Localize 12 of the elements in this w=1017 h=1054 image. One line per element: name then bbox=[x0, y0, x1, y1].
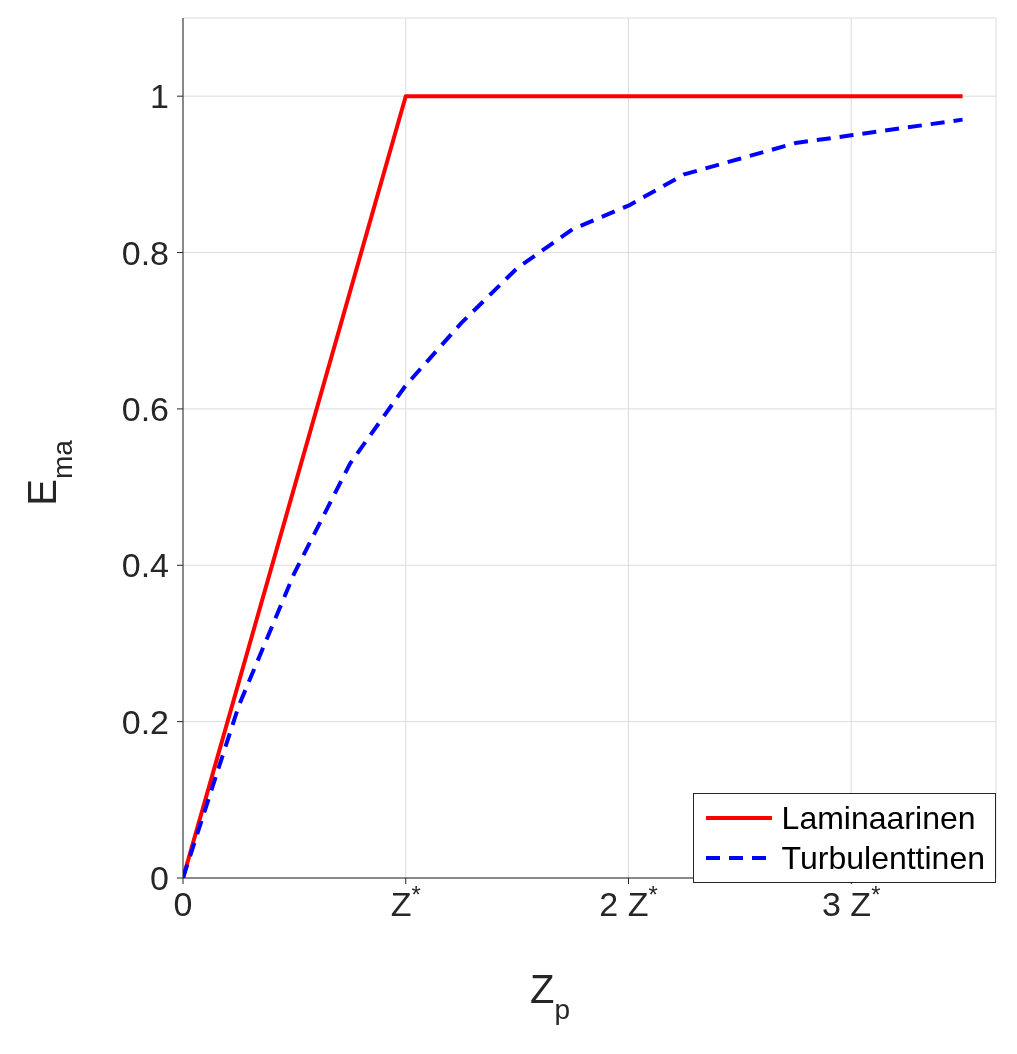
y-tick-label: 0.2 bbox=[121, 702, 169, 741]
y-tick-label: 1 bbox=[150, 77, 169, 116]
legend-label: Turbulenttinen bbox=[781, 839, 985, 878]
y-tick-label: 0.4 bbox=[121, 546, 169, 585]
x-tick-label: Z$^{*}$ bbox=[390, 880, 421, 923]
y-tick-label: 0.6 bbox=[121, 389, 169, 428]
legend-label: Laminaarinen bbox=[781, 799, 976, 838]
x-tick-label: 3 Z$^{*}$ bbox=[822, 880, 881, 923]
x-axis-title: Z$_{p}$ bbox=[529, 967, 571, 1025]
x-tick-label: 0 bbox=[173, 885, 193, 923]
y-tick-label: 0.8 bbox=[121, 233, 169, 272]
x-tick-label: 2 Z$^{*}$ bbox=[599, 880, 658, 923]
